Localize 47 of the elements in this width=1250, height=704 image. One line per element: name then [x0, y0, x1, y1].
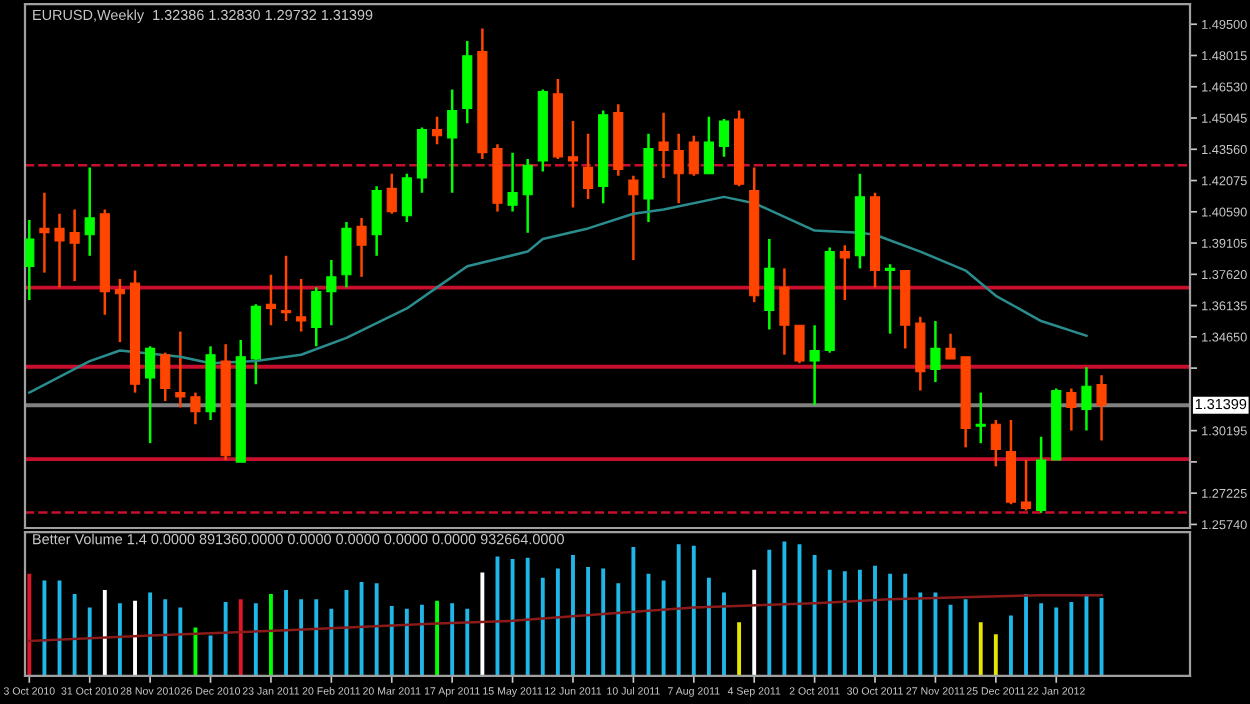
candlestick [990, 418, 1001, 468]
candlestick [885, 262, 896, 335]
candlestick [114, 277, 126, 344]
candlestick [431, 115, 443, 146]
candlestick [794, 324, 805, 365]
candlestick [25, 218, 35, 302]
candlestick [930, 319, 941, 384]
candlestick [507, 151, 518, 213]
candlestick [371, 185, 382, 258]
candlestick [311, 286, 322, 348]
candlestick [1081, 366, 1092, 432]
candlestick [341, 220, 352, 289]
candlestick [1096, 373, 1107, 442]
candlestick [839, 244, 850, 302]
candlestick [386, 172, 397, 215]
candlestick [54, 212, 65, 289]
candlestick [779, 267, 790, 356]
candlestick [628, 174, 639, 262]
candlestick [673, 132, 684, 205]
candlestick [688, 134, 699, 178]
candlestick [718, 117, 730, 159]
candlestick [1066, 387, 1077, 432]
candlestick [945, 332, 956, 361]
candlestick [190, 391, 201, 426]
candlestick [401, 172, 412, 224]
candlestick [703, 115, 714, 175]
line-series [28, 195, 1088, 394]
candlestick [447, 88, 458, 194]
candlestick [356, 216, 367, 279]
candlestick [658, 111, 669, 180]
candlestick [522, 157, 533, 234]
candlestick [975, 391, 986, 445]
candlestick [84, 166, 95, 258]
candlestick [39, 191, 50, 274]
candlestick [809, 324, 820, 407]
candlestick [582, 132, 594, 201]
candlestick [265, 273, 277, 327]
candlestick [326, 258, 337, 327]
candlestick [69, 208, 80, 283]
candlestick [567, 119, 579, 209]
candlestick [280, 254, 292, 323]
candlestick [296, 277, 307, 333]
candlestick [1020, 458, 1032, 512]
candlestick [160, 351, 171, 403]
candlestick [145, 345, 156, 445]
candlestick [764, 237, 775, 331]
candlestick [175, 330, 186, 409]
